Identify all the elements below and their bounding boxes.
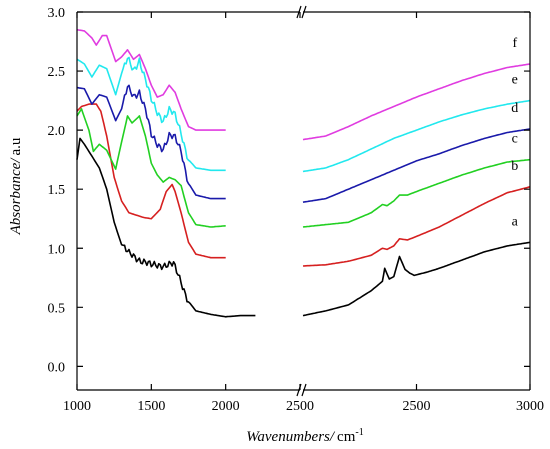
x-axis-unit: cm — [337, 429, 356, 445]
series-d-right-line — [302, 128, 531, 203]
series-f-left-line — [76, 28, 226, 131]
axis-ticks — [76, 11, 531, 390]
series-label-e: e — [512, 73, 518, 88]
y-tick-label-0: 0.0 — [48, 360, 66, 375]
y-tick-label-0-5: 0.5 — [48, 301, 66, 316]
series-label-b: b — [511, 159, 518, 174]
y-tick-label-1-5: 1.5 — [48, 183, 66, 198]
series-e-right-line — [302, 99, 531, 173]
series-layer — [76, 28, 531, 318]
axis-break-top-mark — [296, 5, 307, 19]
x-axis-title-text: Wavenumbers/ — [246, 429, 336, 445]
series-labels: a bc de f — [511, 36, 518, 229]
x-tick-label-3500: 3000 — [516, 399, 544, 414]
series-e-left-line — [76, 56, 226, 172]
y-axis-title-text: Absorbance/ — [8, 157, 24, 236]
plot-frame — [76, 5, 531, 397]
series-label-f: f — [512, 36, 517, 51]
y-tick-label-2-5: 2.5 — [48, 65, 66, 80]
x-tick-label-1500: 1500 — [137, 399, 165, 414]
series-b-left-line — [76, 103, 226, 259]
y-axis-title: Absorbance/a.u — [8, 137, 24, 235]
x-tick-label-1000: 1000 — [63, 399, 91, 414]
x-tick-label-3000: 2500 — [403, 399, 431, 414]
series-c-left-line — [76, 108, 226, 228]
x-axis-unit-exponent: -1 — [355, 427, 363, 438]
series-label-c: c — [512, 132, 518, 147]
y-tick-label-3: 3.0 — [48, 6, 66, 21]
x-axis-title: Wavenumbers/cm-1 — [246, 427, 363, 445]
x-tick-label-2500: 2500 — [286, 399, 314, 414]
x-tick-label-2000: 2000 — [212, 399, 240, 414]
series-label-d: d — [511, 101, 518, 116]
series-d-left-line — [76, 84, 226, 200]
y-axis-unit: a.u — [8, 137, 24, 155]
y-tick-label-1: 1.0 — [48, 242, 66, 257]
series-label-a: a — [512, 214, 519, 229]
tick-labels: 1000 1500 2000 2500 2500 3000 0.0 0.5 1.0 1.5 2.0 2… — [48, 6, 545, 414]
series-f-right-line — [302, 63, 531, 141]
y-tick-label-2: 2.0 — [48, 124, 66, 139]
series-c-right-line — [302, 158, 531, 228]
series-a-right-line — [302, 241, 531, 317]
series-a-left-line — [76, 137, 256, 318]
series-b-right-line — [302, 186, 531, 267]
